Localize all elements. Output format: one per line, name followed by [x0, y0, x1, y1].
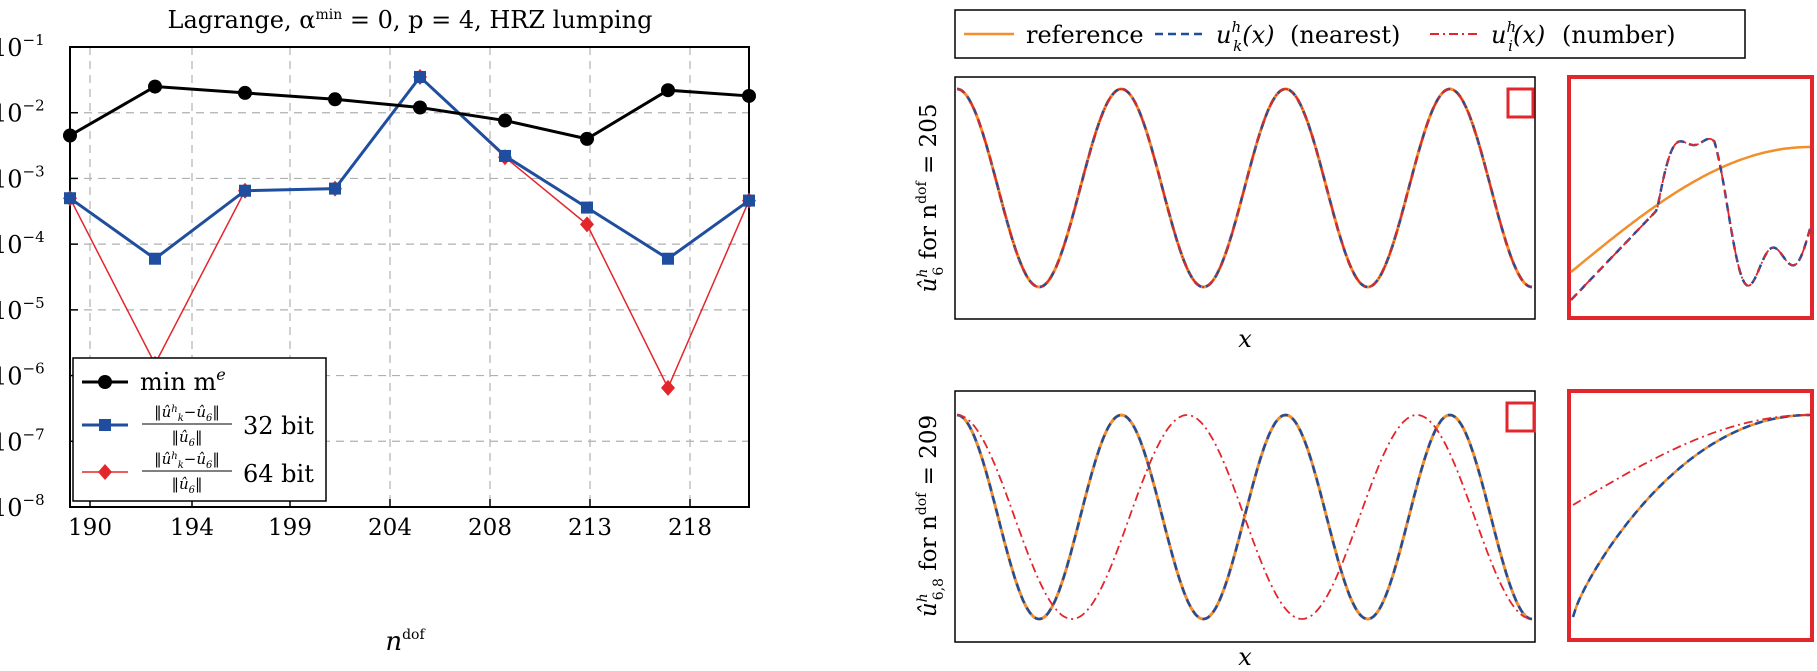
y-tick-label: 10−4: [0, 228, 45, 259]
legend-marker-32bit: [99, 419, 111, 431]
data-point: [662, 252, 674, 265]
panel-bottom-frame: [954, 390, 1536, 643]
x-tick-label: 213: [568, 515, 612, 541]
legend-label-32bit: 32 bit: [243, 412, 314, 440]
svg-text:‖û6‖: ‖û6‖: [171, 428, 202, 449]
panel-bottom: x ûh6,8 for ndof = 209: [914, 389, 1814, 671]
right-legend: reference uh k(x) (nearest) uh i(x) (numbe…: [954, 9, 1746, 59]
svg-text:‖û6‖: ‖û6‖: [171, 475, 202, 496]
curve-number: [956, 88, 1533, 288]
plot-frame: [69, 46, 750, 508]
data-point: [581, 201, 593, 214]
legend: min me ‖ûhk−û6‖ ‖û6‖ 32 bit ‖ûhk−û6‖ ‖û6…: [72, 357, 327, 502]
data-point: [64, 192, 76, 205]
data-point: [580, 216, 594, 233]
panel-top-ylabel: ûh6 for ndof = 205: [914, 104, 947, 293]
x-tick-label: 199: [268, 515, 312, 541]
zoom-panel-bottom-curves: [1571, 413, 1810, 618]
x-tick-label: 204: [368, 515, 412, 541]
data-point: [239, 184, 251, 197]
data-point: [413, 100, 427, 115]
zoom-panel-top-curves: [1570, 137, 1812, 301]
legend-fraction-64bit: ‖ûhk−û6‖ ‖û6‖: [142, 450, 232, 496]
zoom-box-top: [1506, 87, 1535, 119]
legend-label-reference: reference: [1026, 21, 1144, 49]
zoom-reference: [1571, 413, 1810, 618]
panel-bottom-xlabel: x: [1238, 643, 1252, 667]
series-layer: [63, 68, 756, 396]
zoom-reference: [1570, 145, 1810, 273]
legend-fraction-32bit: ‖ûhk−û6‖ ‖û6‖: [142, 403, 232, 449]
legend-marker-min: [98, 375, 112, 389]
right-legend-box: [954, 9, 1746, 59]
zoom-number: [1572, 414, 1810, 506]
y-tick-label: 10−3: [0, 162, 45, 193]
legend-label-min: min me: [140, 365, 226, 396]
svg-text:‖ûhk−û6‖: ‖ûhk−û6‖: [154, 450, 220, 471]
data-point: [414, 70, 426, 83]
y-tick-label: 10−6: [0, 360, 45, 391]
data-point: [661, 83, 675, 98]
series-line-2: [69, 75, 750, 390]
y-tick-label: 10−2: [0, 97, 45, 128]
y-tick-label: 10−7: [0, 425, 45, 456]
zoom-number: [1570, 137, 1811, 301]
y-tick-label: 10−8: [0, 491, 45, 522]
legend-label-nearest: (nearest): [1290, 21, 1400, 49]
chart-title: Lagrange, αmin = 0, p = 4, HRZ lumping: [168, 6, 653, 34]
zoom-nearest: [1571, 413, 1810, 618]
legend-marker-64bit: [98, 464, 112, 480]
y-tick-label: 10−5: [0, 294, 45, 325]
axes-ticks: 190 194 199 204 208 213 218 10−8 10−7 10−6 10−5 10−…: [0, 31, 712, 541]
x-tick-label: 208: [468, 515, 512, 541]
data-point: [63, 128, 77, 143]
data-point: [328, 92, 342, 107]
data-point: [742, 88, 756, 103]
panel-bottom-curves: [956, 413, 1533, 621]
data-point: [148, 79, 162, 94]
data-point: [661, 379, 675, 396]
legend-label-number: (number): [1562, 21, 1675, 49]
x-axis-label: ndof: [385, 627, 426, 657]
data-point: [238, 85, 252, 100]
data-point: [149, 252, 161, 265]
curve-number: [956, 414, 1533, 620]
legend-math-nearest: uh k(x): [1216, 18, 1275, 55]
x-tick-label: 190: [68, 515, 112, 541]
zoom-panel-bottom: [1567, 389, 1814, 642]
x-tick-label: 218: [668, 515, 712, 541]
y-tick-label: 10−1: [0, 31, 45, 62]
zoom-nearest: [1570, 137, 1812, 301]
zoom-box-bottom: [1505, 401, 1536, 433]
panel-bottom-ylabel: ûh6,8 for ndof = 209: [914, 415, 947, 617]
zoom-panel-top: [1567, 75, 1814, 320]
legend-math-number: uh i(x): [1491, 18, 1545, 55]
legend-label-64bit: 64 bit: [243, 460, 314, 488]
panel-top-xlabel: x: [1238, 325, 1252, 353]
panel-top-curves: [956, 87, 1533, 289]
data-point: [743, 194, 755, 207]
curve-nearest: [956, 87, 1533, 289]
data-point: [580, 131, 594, 146]
data-point: [499, 149, 511, 162]
x-tick-label: 194: [170, 515, 214, 541]
panel-top-frame: [954, 76, 1536, 320]
svg-text:‖ûhk−û6‖: ‖ûhk−û6‖: [154, 403, 220, 424]
data-point: [498, 113, 512, 128]
grid: [70, 47, 749, 507]
data-point: [329, 182, 341, 195]
panel-top: x ûh6 for ndof = 205: [914, 75, 1814, 353]
